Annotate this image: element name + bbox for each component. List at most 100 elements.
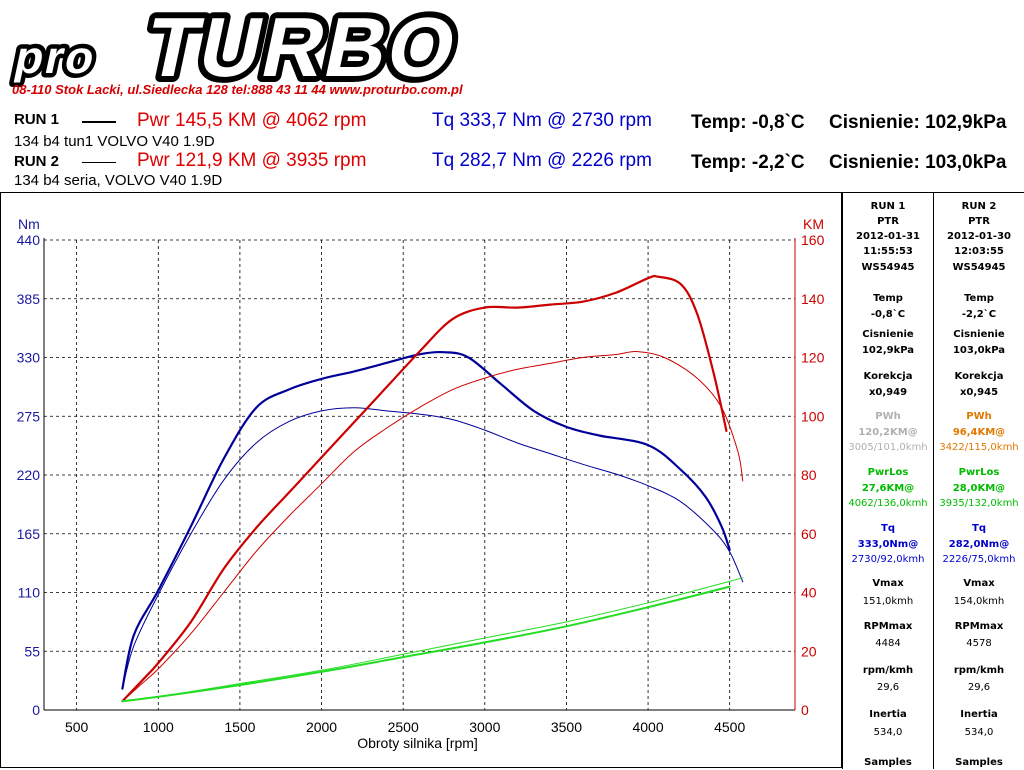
run1-inertia: 534,0 bbox=[873, 727, 903, 738]
run2-inertia: 534,0 bbox=[964, 727, 994, 738]
run1-rpmmax-label: RPMmax bbox=[863, 621, 913, 632]
run2-pwh-label: PWh bbox=[966, 411, 992, 422]
y-left-tick-label: 275 bbox=[17, 408, 41, 424]
run2-corr: x0,945 bbox=[959, 387, 999, 398]
y-left-tick-label: 55 bbox=[24, 643, 40, 659]
run2-details-column: RUN 2 PTR 2012-01-30 12:03:55 WS54945 Temp -2,… bbox=[933, 193, 1024, 769]
run1-rpmkmh: 29,6 bbox=[876, 682, 900, 693]
run2-pwrlos-label: PwrLos bbox=[958, 467, 1000, 478]
y-left-tick-label: 330 bbox=[17, 350, 41, 366]
y-right-tick-label: 140 bbox=[801, 291, 825, 307]
run2-samples-label: Samples bbox=[955, 757, 1003, 768]
y-left-axis-title: Nm bbox=[18, 216, 40, 232]
x-tick-label: 4000 bbox=[632, 719, 663, 735]
run1-pwh: 120,2KM@ bbox=[858, 427, 918, 438]
run1-corr: x0,949 bbox=[868, 387, 908, 398]
series-run-2-tq-line bbox=[121, 407, 744, 690]
run1-desc: 134 b4 tun1 VOLVO V40 1.9D bbox=[14, 133, 215, 150]
x-tick-label: 3000 bbox=[469, 719, 500, 735]
y-right-tick-label: 40 bbox=[801, 585, 817, 601]
run1-mode: PTR bbox=[877, 216, 899, 227]
run2-label: RUN 2 bbox=[14, 153, 60, 170]
x-tick-label: 1000 bbox=[143, 719, 174, 735]
run2-rpmmax-label: RPMmax bbox=[954, 621, 1004, 632]
y-right-axis-title: KM bbox=[803, 216, 824, 232]
run2-pwr: Pwr 121,9 KM @ 3935 rpm bbox=[137, 150, 367, 171]
run2-vmax: 154,0kmh bbox=[953, 596, 1005, 607]
run1-title: RUN 1 bbox=[870, 201, 906, 212]
run1-details-column: RUN 1 PTR 2012-01-31 11:55:53 WS54945 Temp -0,… bbox=[843, 193, 933, 769]
run1-vmax-label: Vmax bbox=[872, 578, 904, 589]
run2-pwh-at: 3422/115,0kmh bbox=[939, 442, 1019, 453]
run2-vmax-label: Vmax bbox=[963, 578, 995, 589]
run2-desc: 134 b4 seria, VOLVO V40 1.9D bbox=[14, 172, 223, 189]
run1-rpmmax: 4484 bbox=[875, 638, 901, 649]
series-run-1-pwrlos-line bbox=[121, 585, 731, 703]
y-right-tick-label: 0 bbox=[801, 702, 809, 718]
run2-tq-label: Tq bbox=[972, 523, 986, 534]
run1-vmax: 151,0kmh bbox=[862, 596, 914, 607]
run2-temp: Temp: -2,2`C bbox=[691, 152, 805, 173]
y-right-tick-label: 80 bbox=[801, 467, 817, 483]
chart-frame bbox=[0, 192, 842, 768]
run1-tq: Tq 333,7 Nm @ 2730 rpm bbox=[432, 110, 652, 131]
y-right-tick-label: 20 bbox=[801, 643, 817, 659]
run1-tq: 333,0Nm@ bbox=[857, 539, 919, 550]
run1-label: RUN 1 bbox=[14, 111, 60, 128]
run2-id: WS54945 bbox=[952, 262, 1006, 273]
run1-tq-label: Tq bbox=[881, 523, 895, 534]
x-tick-label: 1500 bbox=[224, 719, 255, 735]
run1-pres-label: Cisnienie bbox=[862, 329, 914, 340]
run2-rpmmax: 4578 bbox=[966, 638, 992, 649]
run-details-panel: RUN 1 PTR 2012-01-31 11:55:53 WS54945 Temp -0,… bbox=[842, 192, 1024, 769]
run2-temp-label: Temp bbox=[964, 293, 994, 304]
run1-temp: -0,8`C bbox=[870, 309, 906, 320]
run2-date: 2012-01-30 bbox=[947, 231, 1011, 242]
run1-rpmkmh-label: rpm/kmh bbox=[862, 665, 914, 676]
x-tick-label: 3500 bbox=[551, 719, 582, 735]
series-run-2-pwrlos-line bbox=[121, 577, 744, 702]
run1-pwh-label: PWh bbox=[875, 411, 901, 422]
dyno-chart: 0 55 110 165 220 275 330 385 440 0 20 40 60 80 100 120 1… bbox=[0, 192, 842, 768]
run2-pwh: 96,4KM@ bbox=[952, 427, 1006, 438]
run1-inertia-label: Inertia bbox=[869, 709, 907, 720]
run2-corr-label: Korekcja bbox=[954, 371, 1004, 382]
run2-rpmkmh-label: rpm/kmh bbox=[953, 665, 1005, 676]
y-left-tick-label: 110 bbox=[18, 585, 41, 601]
run1-id: WS54945 bbox=[861, 262, 915, 273]
y-right-tick-label: 60 bbox=[801, 526, 817, 542]
run2-pressure: Cisnienie: 103,0kPa bbox=[829, 152, 1007, 173]
series-run-1-tq-line bbox=[121, 350, 731, 690]
run1-temp-label: Temp bbox=[873, 293, 903, 304]
y-left-tick-label: 385 bbox=[17, 291, 41, 307]
run2-tq: Tq 282,7 Nm @ 2226 rpm bbox=[432, 150, 652, 171]
run2-rpmkmh: 29,6 bbox=[967, 682, 991, 693]
run2-temp: -2,2`C bbox=[961, 309, 997, 320]
run2-pres: 103,0kPa bbox=[952, 345, 1006, 356]
run1-tq-at: 2730/92,0kmh bbox=[851, 554, 925, 565]
run1-pwr: Pwr 145,5 KM @ 4062 rpm bbox=[137, 110, 367, 131]
run2-pres-label: Cisnienie bbox=[953, 329, 1005, 340]
proturbo-logo: pro TURBO bbox=[6, 0, 473, 100]
run2-inertia-label: Inertia bbox=[960, 709, 998, 720]
series-run-2-pwr-line bbox=[121, 351, 744, 702]
address-line: 08-110 Stok Lacki, ul.Siedlecka 128 tel:… bbox=[12, 82, 463, 97]
run1-time: 11:55:53 bbox=[863, 246, 913, 257]
y-right-tick-label: 100 bbox=[801, 408, 825, 424]
run2-mode: PTR bbox=[968, 216, 990, 227]
y-left-tick-label: 440 bbox=[17, 232, 41, 248]
run1-date: 2012-01-31 bbox=[856, 231, 920, 242]
run1-pwrlos-at: 4062/136,0kmh bbox=[848, 498, 928, 509]
series-run-1-pwr-line bbox=[121, 274, 728, 703]
run2-line-swatch bbox=[82, 162, 116, 163]
run1-pres: 102,9kPa bbox=[861, 345, 915, 356]
run2-time: 12:03:55 bbox=[954, 246, 1004, 257]
run2-title: RUN 2 bbox=[961, 201, 997, 212]
run1-line-swatch bbox=[82, 121, 116, 123]
logo-turbo: TURBO bbox=[138, 0, 467, 94]
run1-pwrlos: 27,6KM@ bbox=[861, 483, 915, 494]
run1-temp: Temp: -0,8`C bbox=[691, 112, 805, 133]
x-tick-label: 2500 bbox=[388, 719, 419, 735]
y-right-tick-label: 120 bbox=[801, 350, 825, 366]
x-tick-label: 500 bbox=[65, 719, 89, 735]
